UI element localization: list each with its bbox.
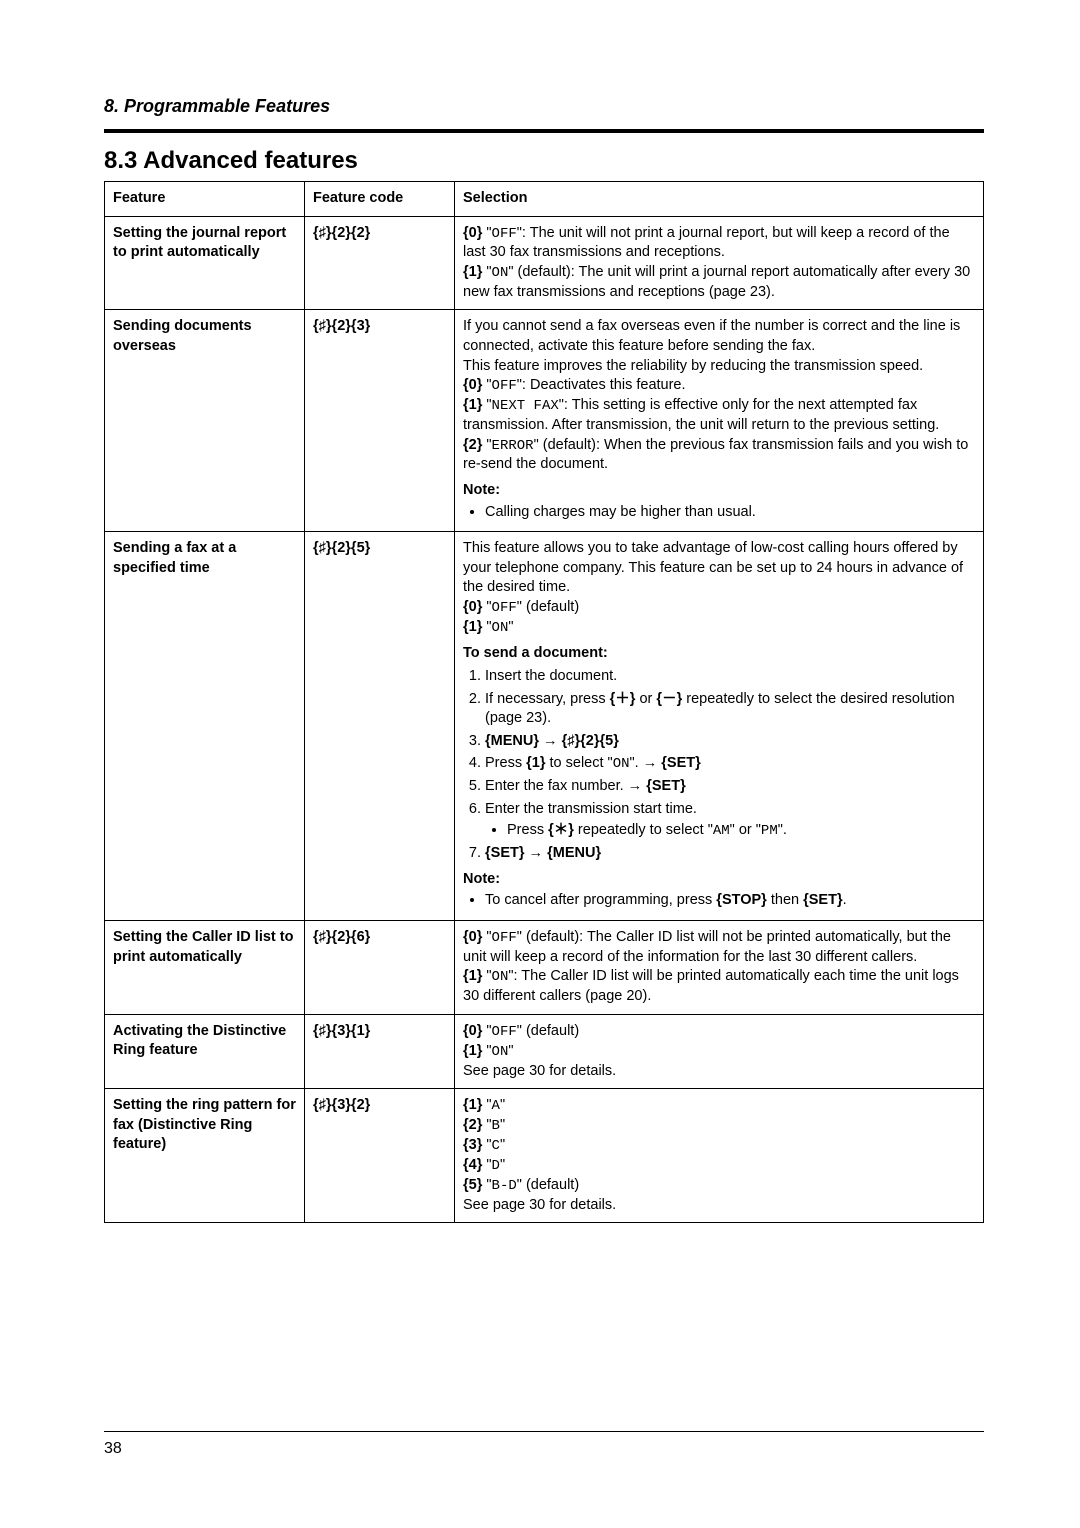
feature-selection: If you cannot send a fax overseas even i… <box>455 310 984 532</box>
step: Enter the fax number. → {SET} <box>485 777 975 797</box>
feature-selection: {1} "A" {2} "B" {3} "C" {4} "D" {5} "B-D… <box>455 1089 984 1223</box>
pound-icon: ♯ <box>319 318 326 334</box>
feature-name: Sending documents overseas <box>105 310 305 532</box>
manual-page: 8. Programmable Features 8.3 Advanced fe… <box>0 0 1080 1528</box>
feature-code: {♯}{2}{3} <box>305 310 455 532</box>
feature-code: {♯}{2}{2} <box>305 216 455 310</box>
chapter-heading: 8. Programmable Features <box>104 96 984 117</box>
pound-icon: ♯ <box>319 929 326 945</box>
subhead-to-send: To send a document: <box>463 644 975 664</box>
feature-name: Sending a fax at a specified time <box>105 532 305 921</box>
feature-name: Setting the journal report to print auto… <box>105 216 305 310</box>
features-table: Feature Feature code Selection Setting t… <box>104 181 984 1223</box>
steps-list: Insert the document. If necessary, press… <box>463 667 975 864</box>
table-row: Setting the journal report to print auto… <box>105 216 984 310</box>
table-row: Sending documents overseas {♯}{2}{3} If … <box>105 310 984 532</box>
table-row: Setting the ring pattern for fax (Distin… <box>105 1089 984 1223</box>
arrow-icon: → <box>543 733 558 749</box>
pound-icon: ♯ <box>319 540 326 556</box>
note-bullet: Calling charges may be higher than usual… <box>485 503 975 523</box>
plus-icon: ＋ <box>615 691 630 707</box>
bottom-rule <box>104 1431 984 1432</box>
feature-code: {♯}{3}{1} <box>305 1014 455 1088</box>
feature-name: Setting the Caller ID list to print auto… <box>105 920 305 1014</box>
feature-name: Activating the Distinctive Ring feature <box>105 1014 305 1088</box>
feature-selection: {0} "OFF": The unit will not print a jou… <box>455 216 984 310</box>
table-row: Activating the Distinctive Ring feature … <box>105 1014 984 1088</box>
feature-code: {♯}{2}{5} <box>305 532 455 921</box>
note-label: Note: <box>463 481 975 501</box>
arrow-icon: → <box>628 778 643 794</box>
page-number: 38 <box>104 1440 122 1458</box>
table-header-row: Feature Feature code Selection <box>105 182 984 217</box>
substep: Press {＊} repeatedly to select "AM" or "… <box>507 821 975 841</box>
arrow-icon: → <box>643 755 658 771</box>
step: If necessary, press {＋} or {－} repeatedl… <box>485 690 975 729</box>
step: Insert the document. <box>485 667 975 687</box>
note-bullet: To cancel after programming, press {STOP… <box>485 891 975 911</box>
step: {SET} → {MENU} <box>485 844 975 864</box>
feature-code: {♯}{2}{6} <box>305 920 455 1014</box>
feature-selection: This feature allows you to take advantag… <box>455 532 984 921</box>
arrow-icon: → <box>529 845 544 861</box>
star-icon: ＊ <box>554 822 569 838</box>
minus-icon: － <box>662 691 677 707</box>
step: Enter the transmission start time. Press… <box>485 800 975 841</box>
section-title: 8.3 Advanced features <box>104 147 984 175</box>
top-rule <box>104 129 984 133</box>
col-feature: Feature <box>105 182 305 217</box>
pound-icon: ♯ <box>319 1023 326 1039</box>
step: Press {1} to select "ON". → {SET} <box>485 754 975 774</box>
feature-selection: {0} "OFF" (default) {1} "ON" See page 30… <box>455 1014 984 1088</box>
step: {MENU} → {♯}{2}{5} <box>485 732 975 752</box>
table-row: Sending a fax at a specified time {♯}{2}… <box>105 532 984 921</box>
note-label: Note: <box>463 870 975 890</box>
feature-code: {♯}{3}{2} <box>305 1089 455 1223</box>
feature-selection: {0} "OFF" (default): The Caller ID list … <box>455 920 984 1014</box>
pound-icon: ♯ <box>319 1097 326 1113</box>
col-code: Feature code <box>305 182 455 217</box>
table-row: Setting the Caller ID list to print auto… <box>105 920 984 1014</box>
feature-name: Setting the ring pattern for fax (Distin… <box>105 1089 305 1223</box>
pound-icon: ♯ <box>319 225 326 241</box>
pound-icon: ♯ <box>567 733 574 749</box>
col-selection: Selection <box>455 182 984 217</box>
